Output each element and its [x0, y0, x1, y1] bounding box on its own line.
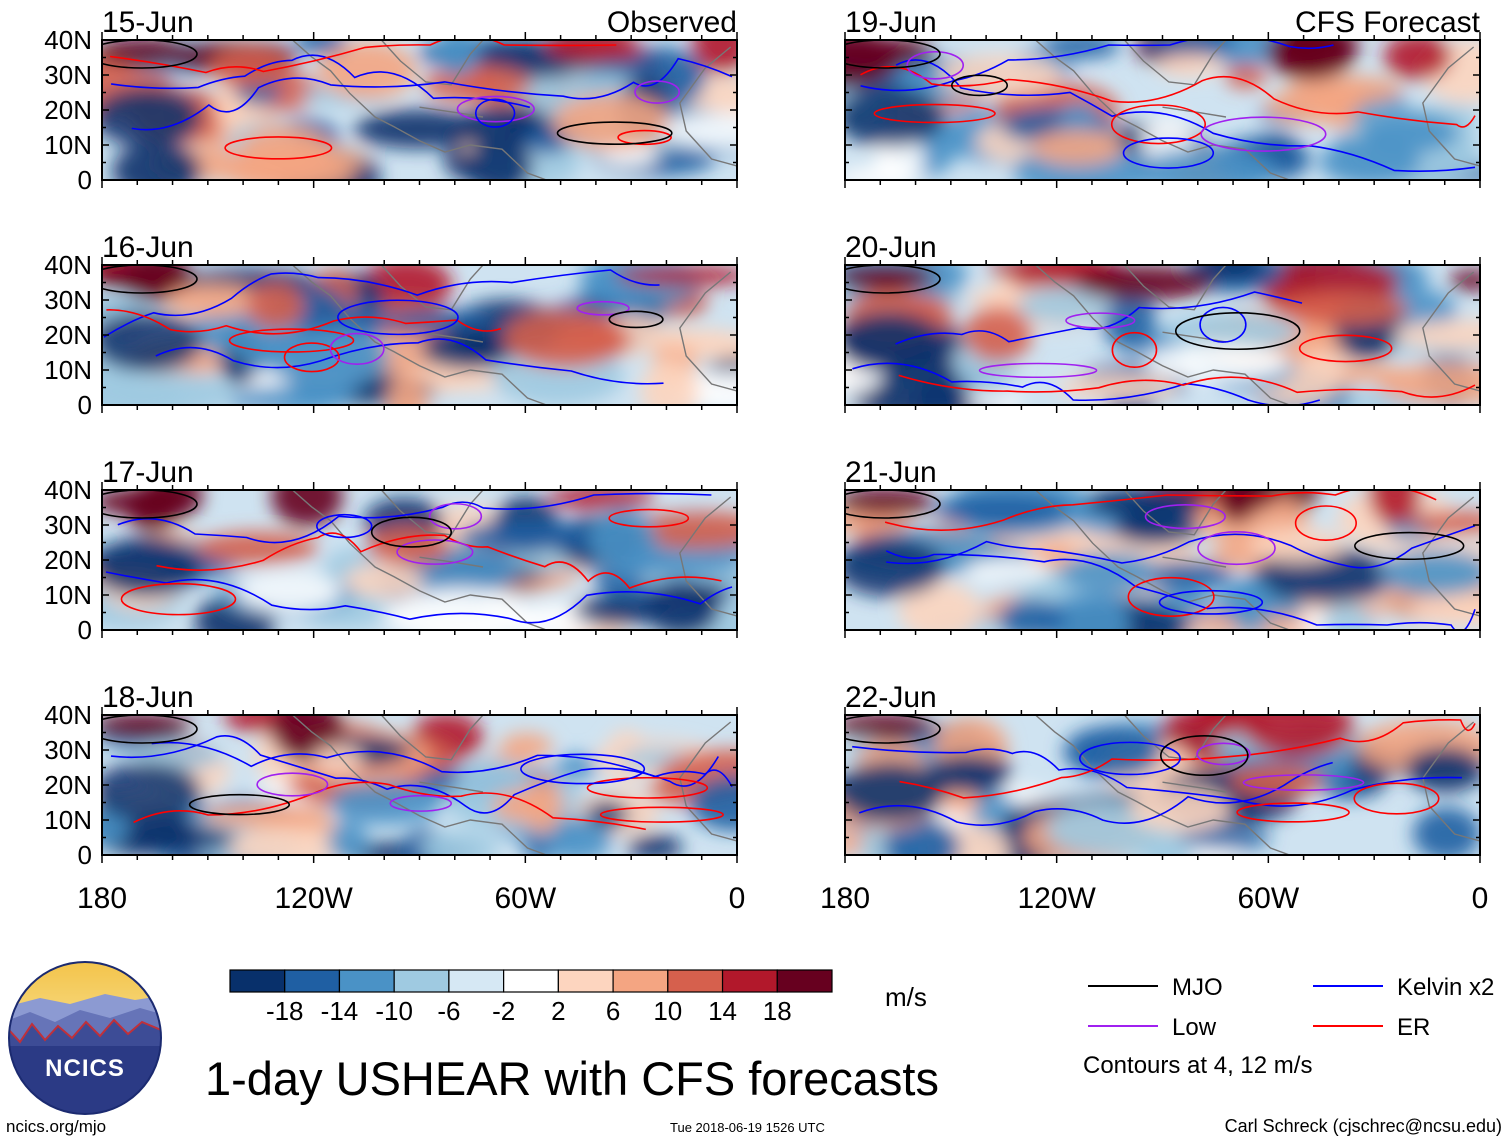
- colorbar-tick-label: 2: [551, 996, 565, 1026]
- panel-column-label: Observed: [607, 6, 737, 39]
- legend-item-mjo: MJO: [1088, 974, 1223, 1001]
- lat-tick-label: 0: [78, 615, 92, 645]
- lon-tick-label: 120W: [274, 882, 353, 915]
- panel-column-label: CFS Forecast: [1295, 6, 1481, 39]
- lat-tick-label: 0: [78, 840, 92, 870]
- units-label: m/s: [885, 982, 927, 1012]
- colorbar-tick-label: 18: [763, 996, 792, 1026]
- lat-tick-label: 20N: [44, 545, 92, 575]
- colorbar-tick-label: -14: [321, 996, 359, 1026]
- colorbar-tick-label: -6: [437, 996, 460, 1026]
- lat-tick-label: 20N: [44, 320, 92, 350]
- contours: [102, 490, 733, 624]
- legend-label: Low: [1172, 1014, 1217, 1041]
- colorbar-swatch: [229, 969, 286, 993]
- colorbar-tick-label: 6: [606, 996, 620, 1026]
- lon-tick-label: 0: [1472, 882, 1489, 915]
- lon-tick-label: 180: [77, 882, 127, 915]
- colorbar-swatch: [448, 969, 505, 993]
- panel-17-jun: 40N 30N 20N 10N 0 17-Jun: [44, 456, 738, 645]
- panel-date: 16-Jun: [102, 231, 194, 264]
- lat-tick-label: 40N: [44, 25, 92, 55]
- ncics-logo: NCICS: [8, 961, 162, 1115]
- colorbar-swatch: [393, 969, 450, 993]
- panel-date: 18-Jun: [102, 681, 194, 714]
- colorbar-swatch: [503, 969, 559, 993]
- lat-tick-label: 10N: [44, 805, 92, 835]
- colorbar-swatch: [612, 969, 669, 993]
- timestamp: Tue 2018-06-19 1526 UTC: [670, 1120, 825, 1135]
- author-credit: Carl Schreck (cjschrec@ncsu.edu): [1225, 1116, 1502, 1136]
- panel-date: 17-Jun: [102, 456, 194, 489]
- colorbar-tick-label: -10: [375, 996, 413, 1026]
- panel-16-jun: 40N 30N 20N 10N 0 16-Jun: [44, 231, 738, 420]
- panel-date: 22-Jun: [845, 681, 937, 714]
- site-url: ncics.org/mjo: [6, 1117, 106, 1136]
- lat-tick-label: 40N: [44, 700, 92, 730]
- lat-tick-label: 30N: [44, 510, 92, 540]
- legend-label: ER: [1397, 1014, 1430, 1041]
- panel-20-jun: 20-Jun: [844, 231, 1481, 413]
- lat-tick-label: 10N: [44, 355, 92, 385]
- lon-tick-label: 60W: [494, 882, 556, 915]
- colorbar-tick-label: 10: [653, 996, 682, 1026]
- legend-item-kelvin-x2: Kelvin x2: [1313, 974, 1494, 1001]
- contour-note: Contours at 4, 12 m/s: [1083, 1052, 1312, 1079]
- lat-tick-label: 30N: [44, 735, 92, 765]
- panel-date: 20-Jun: [845, 231, 937, 264]
- colorbar-swatch: [557, 969, 614, 993]
- panel-15-jun: 40N 30N 20N 10N 0 15-Jun Observed: [44, 6, 738, 195]
- colorbar-tick-label: 14: [708, 996, 737, 1026]
- panel-date: 15-Jun: [102, 6, 194, 39]
- colorbar-tick-label: -18: [266, 996, 304, 1026]
- lat-tick-label: 10N: [44, 580, 92, 610]
- lat-tick-label: 40N: [44, 475, 92, 505]
- panel-18-jun: 40N 30N 20N 10N 0 18-Jun: [44, 681, 738, 870]
- logo-text: NCICS: [45, 1055, 125, 1082]
- lat-tick-label: 20N: [44, 95, 92, 125]
- chart-title: 1-day USHEAR with CFS forecasts: [205, 1052, 939, 1105]
- panels-group: 40N 30N 20N 10N 0 15-Jun Observed 40N 30N 20N 10N 0…: [44, 6, 1481, 870]
- colorbar-tick-label: -2: [492, 996, 515, 1026]
- contours: [845, 490, 1476, 630]
- lat-tick-label: 0: [78, 390, 92, 420]
- lat-tick-label: 30N: [44, 60, 92, 90]
- colorbar-swatch: [667, 969, 724, 993]
- panel-19-jun: 19-Jun CFS Forecast: [844, 6, 1481, 188]
- legend-item-low: Low: [1088, 1014, 1217, 1041]
- contours: [102, 715, 733, 831]
- colorbar: -18 -14 -10 -6 -2 2 6 10 14 18: [229, 969, 833, 1026]
- lon-tick-label: 0: [729, 882, 746, 915]
- contours: [845, 265, 1476, 405]
- legend-label: MJO: [1172, 974, 1223, 1001]
- colorbar-swatch: [284, 969, 341, 993]
- legend-label: Kelvin x2: [1397, 974, 1494, 1001]
- colorbar-swatch: [338, 969, 395, 993]
- panel-21-jun: 21-Jun: [844, 456, 1481, 638]
- legend-item-er: ER: [1313, 1014, 1430, 1041]
- lat-tick-label: 20N: [44, 770, 92, 800]
- colorbar-swatch: [721, 969, 778, 993]
- panel-date: 21-Jun: [845, 456, 937, 489]
- contour-legend: MJO Kelvin x2 Low ER: [1088, 974, 1494, 1041]
- contours: [102, 40, 733, 160]
- colorbar-swatch: [776, 969, 833, 993]
- lon-tick-label: 60W: [1237, 882, 1299, 915]
- lat-tick-label: 40N: [44, 250, 92, 280]
- lat-tick-label: 10N: [44, 130, 92, 160]
- contours: [845, 40, 1476, 173]
- contours: [102, 265, 664, 385]
- longitude-axis-labels: 180 120W 60W 0 180 120W 60W 0: [77, 882, 1488, 915]
- lon-tick-label: 120W: [1017, 882, 1096, 915]
- lat-tick-label: 30N: [44, 285, 92, 315]
- panel-22-jun: 22-Jun: [844, 681, 1481, 863]
- contours: [845, 715, 1476, 827]
- lat-tick-label: 0: [78, 165, 92, 195]
- panel-date: 19-Jun: [845, 6, 937, 39]
- lon-tick-label: 180: [820, 882, 870, 915]
